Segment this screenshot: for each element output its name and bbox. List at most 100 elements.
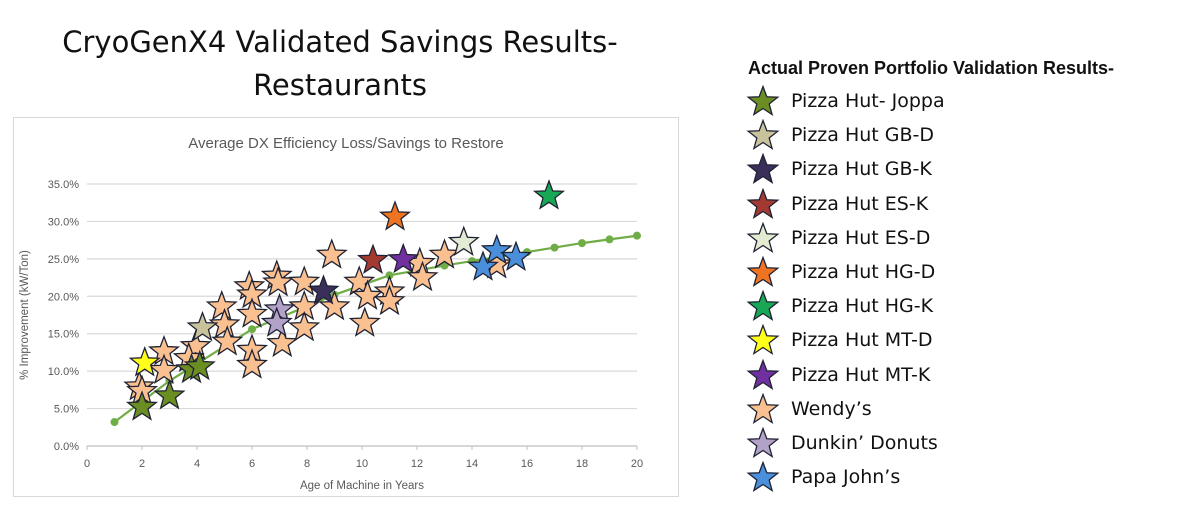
data-point-star xyxy=(428,238,461,269)
data-point-star xyxy=(532,179,566,210)
data-point-star xyxy=(447,225,480,257)
data-point-star xyxy=(183,349,216,381)
data-point-star xyxy=(260,306,293,337)
x-tick-label: 20 xyxy=(631,458,643,470)
x-tick-label: 14 xyxy=(466,458,478,470)
legend-item: Pizza Hut HG-D xyxy=(745,256,935,288)
x-tick-label: 0 xyxy=(84,458,90,470)
star-icon xyxy=(746,358,780,390)
star-icon xyxy=(746,256,780,288)
data-points xyxy=(123,179,566,421)
data-point-star xyxy=(480,233,513,265)
legend-item: Wendy’s xyxy=(745,392,872,424)
page-title-line-1: CryoGenX4 Validated Savings Results- xyxy=(62,25,618,59)
y-axis-label: % Improvement (kW/Ton) xyxy=(19,250,31,380)
legend-item: Pizza Hut MT-D xyxy=(745,324,933,356)
legend-label: Pizza Hut MT-D xyxy=(791,329,933,352)
legend-label: Pizza Hut MT-K xyxy=(791,363,931,386)
legend-item: Dunkin’ Donuts xyxy=(745,427,938,459)
data-point-star xyxy=(186,310,219,342)
legend-item: Papa John’s xyxy=(745,461,901,493)
y-tick-label: 20.0% xyxy=(48,291,79,303)
y-tick-label: 15.0% xyxy=(48,329,79,341)
y-tick-label: 0.0% xyxy=(54,441,79,453)
data-point-star xyxy=(373,284,406,316)
data-point-star xyxy=(205,289,238,321)
data-point-star xyxy=(318,289,351,321)
y-tick-label: 10.0% xyxy=(48,366,79,378)
data-point-star xyxy=(211,325,244,356)
trend-marker xyxy=(440,261,449,270)
legend-item: Pizza Hut HG-K xyxy=(745,290,934,322)
star-icon xyxy=(746,461,780,493)
legend-label: Pizza Hut- Joppa xyxy=(791,90,945,112)
y-tick-label: 35.0% xyxy=(48,179,79,191)
legend-item: Pizza Hut ES-K xyxy=(745,187,928,219)
data-point-star xyxy=(262,265,295,297)
x-tick-label: 16 xyxy=(521,458,533,470)
x-tick-label: 8 xyxy=(304,458,310,470)
x-tick-label: 2 xyxy=(139,458,145,470)
data-point-star xyxy=(179,329,212,361)
legend-item: Pizza Hut- Joppa xyxy=(745,85,945,117)
y-axis-ticks: 0.0% 5.0% 10.0% 15.0% 20.0% 25.0% 30.0% 35.0% xyxy=(48,179,79,453)
star-icon xyxy=(746,427,780,459)
trend-marker xyxy=(633,231,641,240)
legend-label: Pizza Hut GB-K xyxy=(791,158,932,181)
data-point-star xyxy=(153,378,186,410)
star-icon xyxy=(746,187,780,219)
data-point-star xyxy=(266,326,299,358)
trend-marker xyxy=(110,418,119,427)
data-point-star xyxy=(406,260,439,292)
star-icon xyxy=(746,392,780,424)
data-point-star xyxy=(288,265,321,296)
legend-label: Papa John’s xyxy=(791,466,901,489)
legend-label: Dunkin’ Donuts xyxy=(791,432,938,454)
data-point-star xyxy=(466,250,500,281)
data-point-star xyxy=(147,353,181,385)
data-point-star xyxy=(288,310,321,342)
x-tick-label: 6 xyxy=(249,458,255,470)
trend-marker xyxy=(578,239,586,248)
legend-item: Pizza Hut GB-K xyxy=(745,153,932,185)
data-point-star xyxy=(235,297,269,328)
data-point-star xyxy=(315,238,348,269)
legend-label: Wendy’s xyxy=(791,397,872,420)
x-tick-label: 18 xyxy=(576,458,588,470)
star-icon xyxy=(746,119,780,151)
legend-item: Pizza Hut MT-K xyxy=(745,358,931,390)
legend-title: Actual Proven Portfolio Validation Resul… xyxy=(748,58,1115,78)
trend-marker xyxy=(248,325,256,334)
data-point-star xyxy=(128,346,161,377)
legend-label: Pizza Hut GB-D xyxy=(791,124,935,147)
x-tick-label: 12 xyxy=(411,458,423,470)
y-tick-label: 30.0% xyxy=(48,216,79,228)
x-tick-label: 4 xyxy=(194,458,200,470)
star-icon xyxy=(746,221,780,253)
x-axis-ticks: 0 2 4 6 8 10 12 14 16 18 20 xyxy=(84,446,643,470)
star-icon xyxy=(746,153,780,185)
legend-label: Pizza Hut ES-D xyxy=(791,226,931,249)
star-icon xyxy=(746,85,780,117)
chart-frame xyxy=(13,117,679,497)
legend-label: Pizza Hut HG-K xyxy=(791,295,934,318)
legend-item: Pizza Hut ES-D xyxy=(745,221,931,253)
trend-marker xyxy=(605,235,614,244)
data-point-star xyxy=(343,265,376,296)
data-point-star xyxy=(235,348,269,379)
legend-item: Pizza Hut GB-D xyxy=(745,119,935,151)
data-point-star xyxy=(378,200,412,231)
page-title-line-2: Restaurants xyxy=(253,68,427,102)
chart-title: Average DX Efficiency Loss/Savings to Re… xyxy=(188,135,503,152)
trend-marker xyxy=(550,243,559,252)
y-tick-label: 25.0% xyxy=(48,254,79,266)
data-point-star xyxy=(125,390,159,421)
star-icon xyxy=(746,324,780,356)
data-point-star xyxy=(208,307,241,339)
data-point-star xyxy=(351,279,384,310)
data-point-star xyxy=(348,306,381,337)
data-point-star xyxy=(307,274,340,305)
legend: Actual Proven Portfolio Validation Resul… xyxy=(745,58,1175,493)
data-point-star xyxy=(499,240,533,272)
x-axis-label: Age of Machine in Years xyxy=(300,480,424,492)
